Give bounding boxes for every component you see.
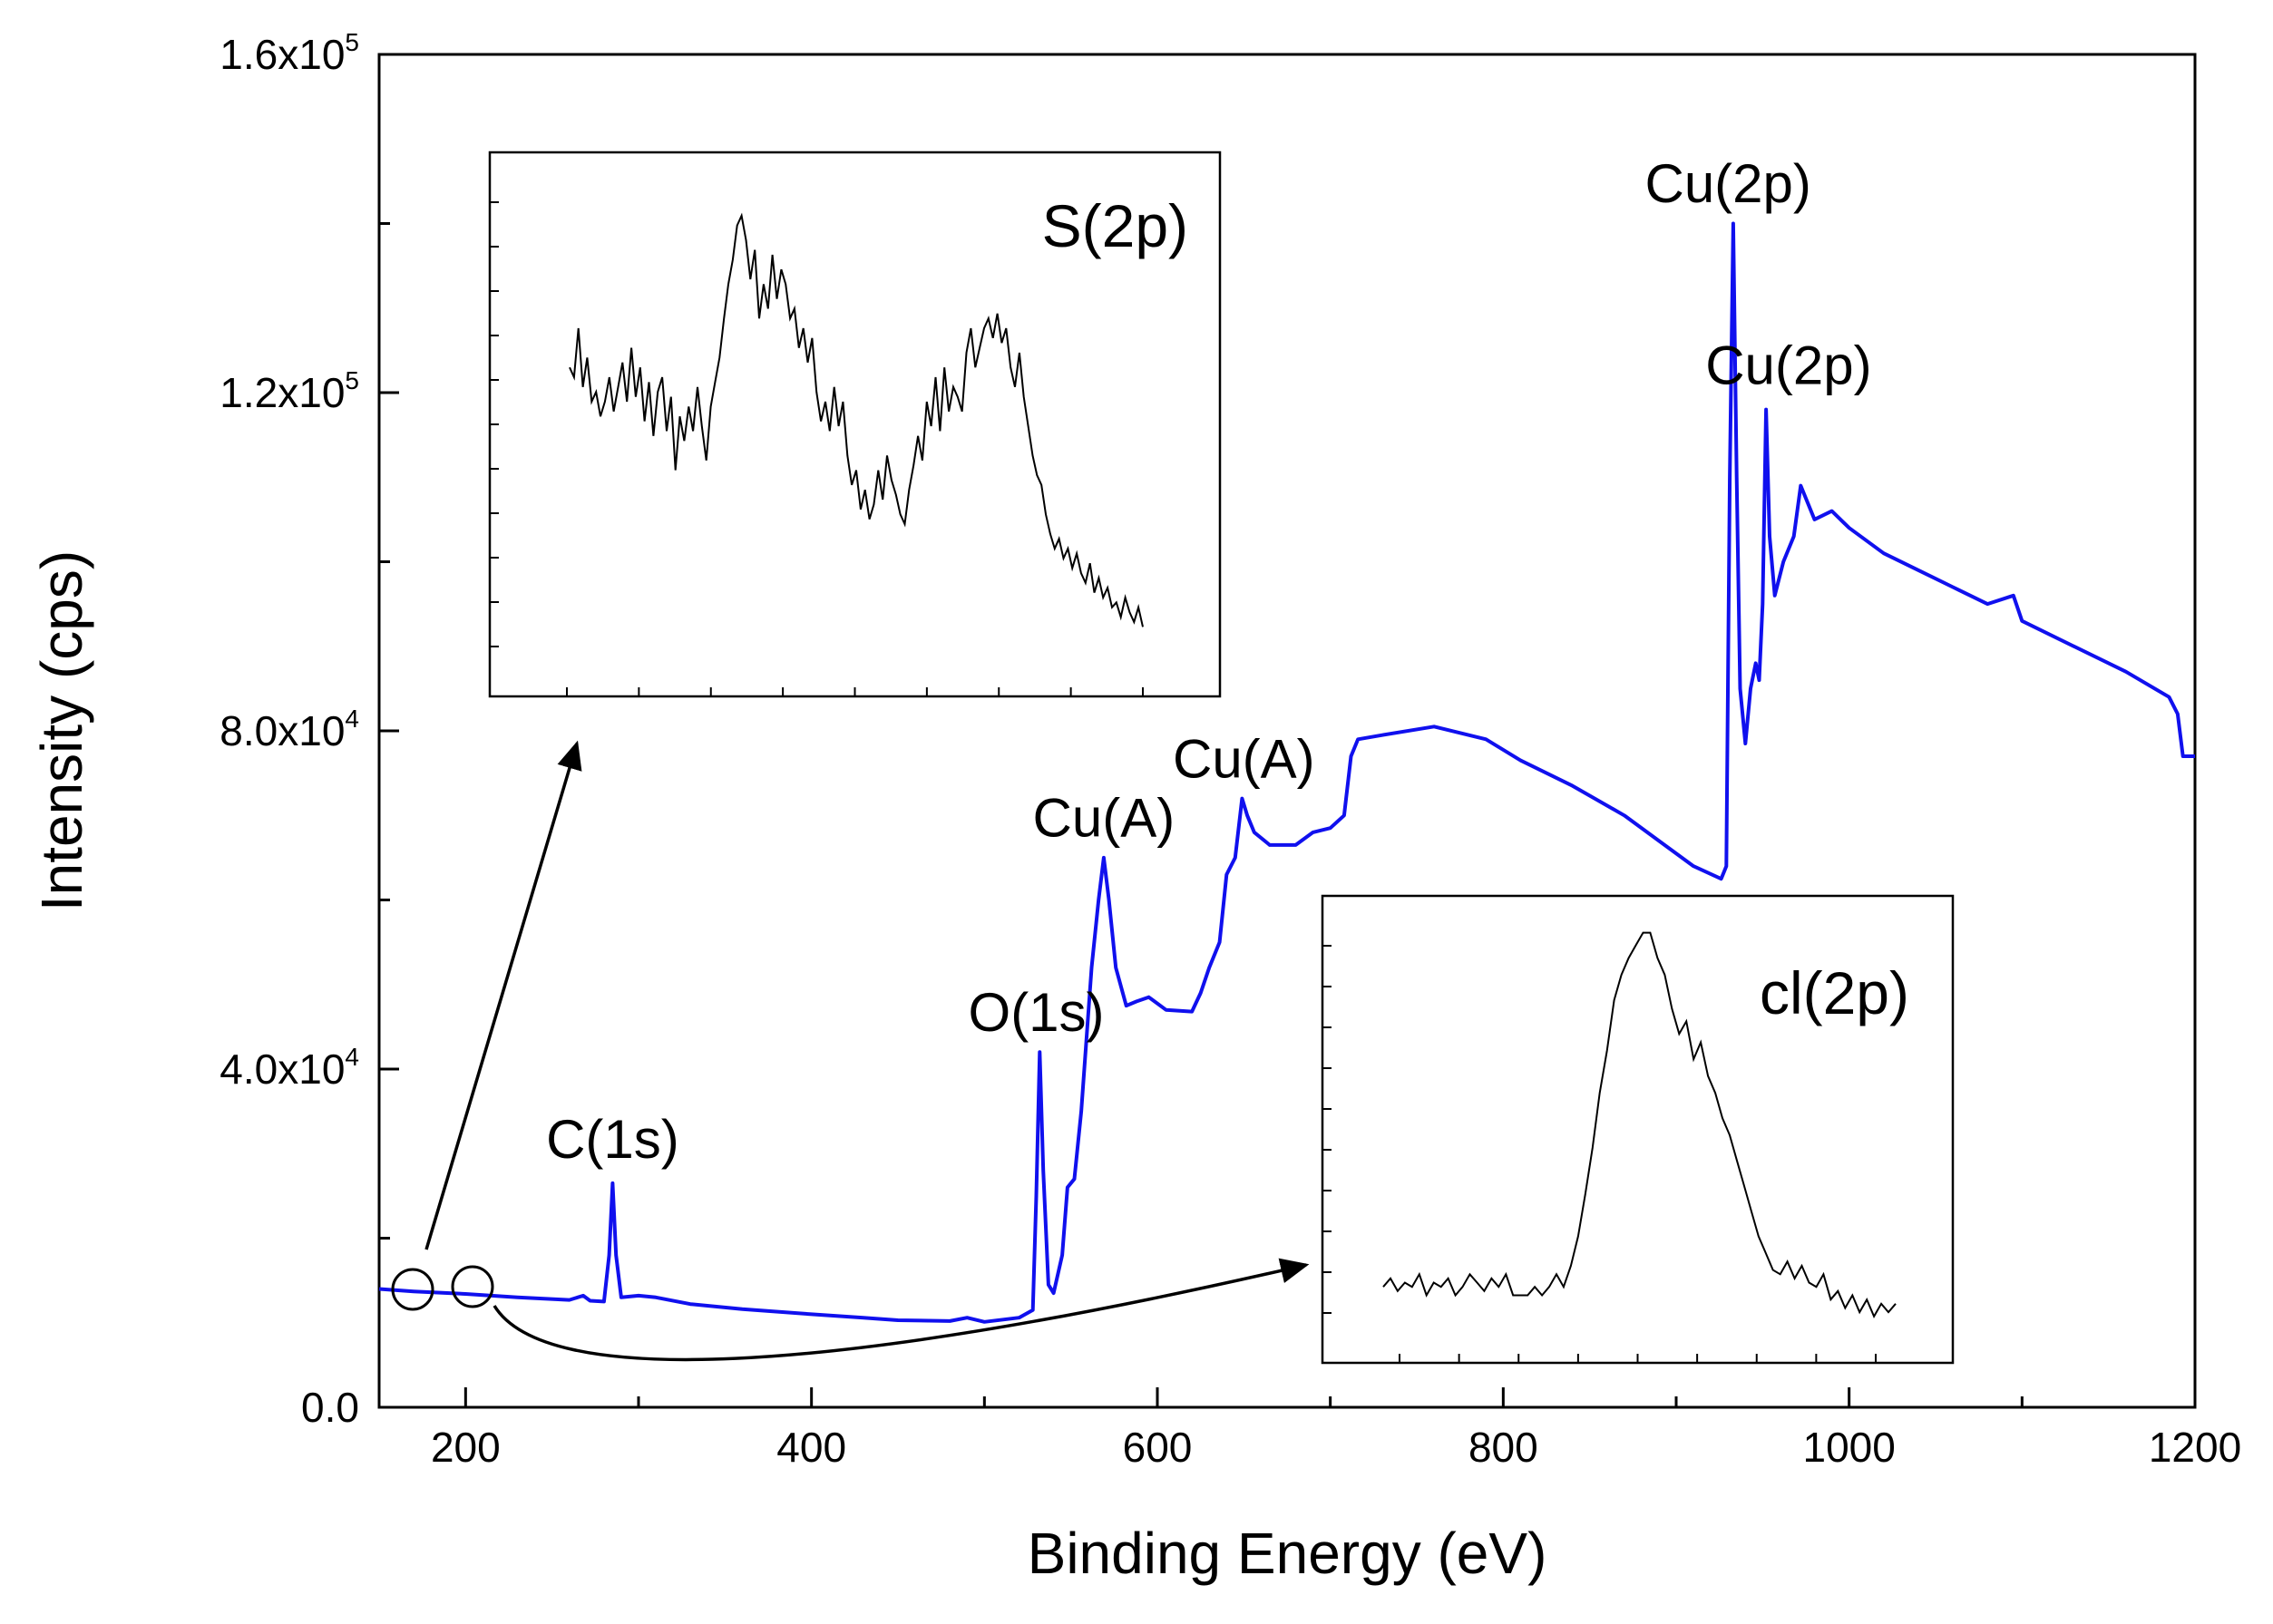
x-tick-label: 200	[431, 1424, 501, 1471]
inset-cl2p-title: cl(2p)	[1760, 959, 1909, 1026]
inset-s2p-line	[569, 212, 1144, 627]
series-line-xps-survey	[378, 221, 2195, 1324]
peak-label: Cu(A)	[1173, 728, 1315, 789]
cl2p-region-circle	[451, 1265, 494, 1308]
y-tick-label: 0.0	[301, 1384, 359, 1431]
x-tick-label: 800	[1468, 1424, 1538, 1471]
x-axis-ticks: 200 400 600 800 1000 1200	[431, 1387, 2241, 1471]
inset-cl2p-ticks	[1322, 945, 1877, 1363]
y-tick-label: 1.6x105	[219, 28, 359, 78]
arrow-to-cl2p-inset	[493, 1258, 1310, 1362]
x-tick-label: 1200	[2149, 1424, 2241, 1471]
peak-label: C(1s)	[546, 1109, 679, 1170]
peak-label: Cu(2p)	[1644, 153, 1810, 214]
inset-cl2p-line	[1382, 931, 1897, 1319]
y-axis-title: Intensity (cps)	[29, 550, 94, 911]
y-axis-ticks: 0.0 4.0x104 8.0x104 1.2x105 1.6x105	[219, 28, 399, 1431]
y-tick-label: 4.0x104	[219, 1043, 359, 1093]
y-tick-label: 8.0x104	[219, 705, 359, 754]
peak-label: Cu(A)	[1033, 788, 1176, 849]
arrow-to-s2p-inset	[424, 740, 582, 1250]
y-tick-label: 1.2x105	[219, 366, 359, 416]
peak-annotations: C(1s) O(1s) Cu(A)Cu(A) Cu(2p) Cu(2p)	[546, 153, 1872, 1170]
x-axis-title: Binding Energy (eV)	[1028, 1521, 1547, 1586]
inset-cl2p-frame	[1321, 894, 1955, 1365]
inset-s2p: S(2p)	[488, 151, 1222, 698]
y-tick-exponent: 4	[345, 705, 359, 733]
peak-label: O(1s)	[969, 982, 1105, 1043]
peak-label: Cu(2p)	[1705, 335, 1871, 396]
inset-s2p-ticks	[490, 201, 1144, 696]
inset-cl2p: cl(2p)	[1321, 894, 1955, 1365]
s2p-region-circle	[391, 1268, 434, 1311]
y-tick-exponent: 4	[345, 1043, 359, 1071]
x-tick-label: 400	[776, 1424, 846, 1471]
y-tick-exponent: 5	[345, 366, 359, 394]
x-tick-label: 1000	[1802, 1424, 1895, 1471]
y-tick-exponent: 5	[345, 28, 359, 56]
x-tick-label: 600	[1123, 1424, 1193, 1471]
inset-s2p-title: S(2p)	[1042, 192, 1188, 259]
